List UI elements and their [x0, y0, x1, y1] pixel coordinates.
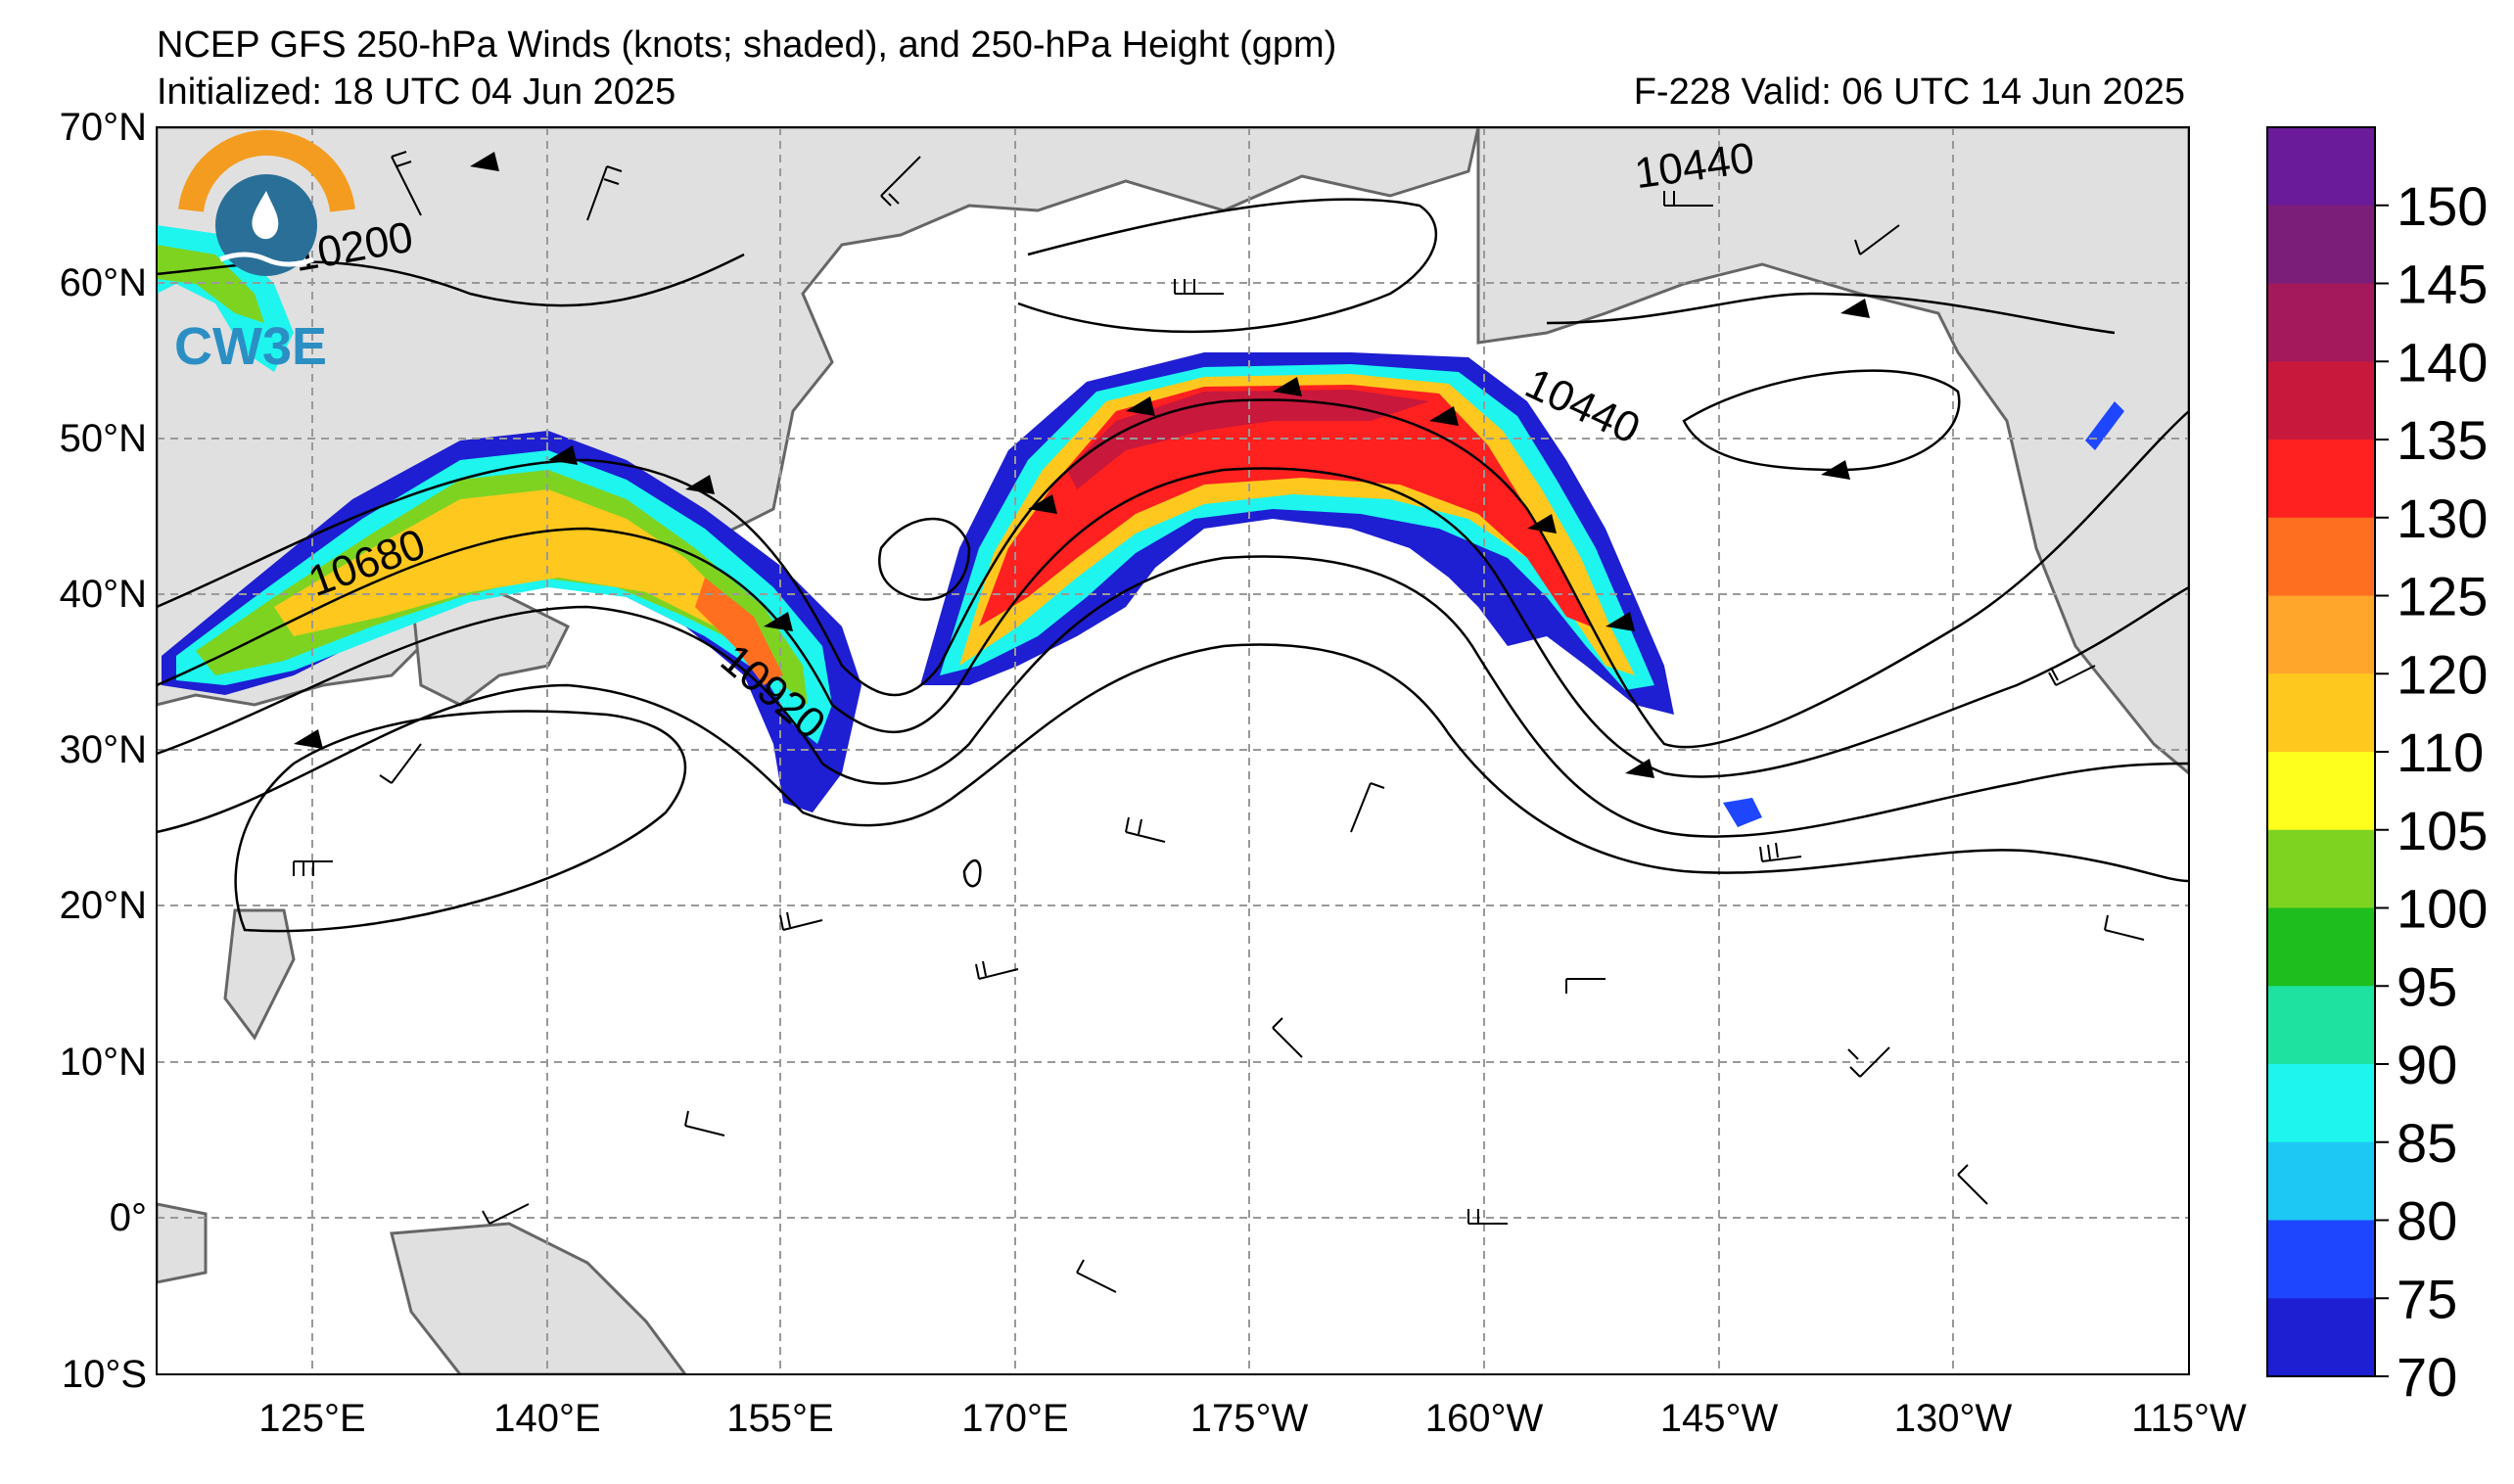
colorbar-tick-label: 130: [2397, 487, 2488, 549]
lon-label: 155°E: [726, 1397, 833, 1440]
lon-label: 145°W: [1660, 1397, 1779, 1440]
jet-west-inner: [196, 470, 808, 705]
lon-label: 175°W: [1190, 1397, 1309, 1440]
lon-label: 160°W: [1425, 1397, 1544, 1440]
lat-label: 0°: [110, 1196, 147, 1239]
colorbar-tick-label: 75: [2397, 1268, 2457, 1329]
colorbar-segment: [2267, 752, 2375, 831]
logo-text: CW3E: [174, 317, 327, 376]
wind-flags: [294, 152, 1870, 778]
jet-east-max: [1067, 390, 1429, 489]
colorbar-tick-label: 70: [2397, 1346, 2457, 1408]
colorbar-segment: [2267, 127, 2375, 207]
colorbar-tick-label: 105: [2397, 800, 2488, 861]
colorbar-tick-label: 90: [2397, 1034, 2457, 1095]
valid-time: F-228 Valid: 06 UTC 14 Jun 2025: [1634, 71, 2185, 113]
colorbar-tick-label: 150: [2397, 175, 2488, 237]
colorbar-tick-label: 125: [2397, 566, 2488, 627]
lat-label: 70°N: [60, 106, 147, 149]
map-plot-area: 10200 10440 10680 10920 10440: [157, 127, 2189, 1374]
lon-axis: 125°E 140°E 155°E 170°E 175°W 160°W 145°…: [258, 1397, 2247, 1440]
logo-drop-icon: [252, 191, 279, 240]
map-frame: [156, 126, 2190, 1375]
land-philippines: [223, 908, 296, 1041]
colorbar-segment: [2267, 1141, 2375, 1221]
colorbar-tick-label: 140: [2397, 331, 2488, 393]
colorbar-segment: [2267, 595, 2375, 674]
lat-label: 10°N: [60, 1041, 147, 1084]
colorbar-segment: [2267, 440, 2375, 519]
colorbar-tick-label: 110: [2397, 721, 2484, 783]
colorbar-tick-label: 100: [2397, 878, 2488, 940]
colorbar-segment: [2267, 517, 2375, 596]
wind-shading: [157, 225, 2124, 827]
lon-label: 170°E: [961, 1397, 1068, 1440]
lat-label: 10°S: [62, 1353, 147, 1396]
lon-label: 115°W: [2131, 1397, 2247, 1440]
lon-label: 130°W: [1894, 1397, 2013, 1440]
colorbar-tick-label: 80: [2397, 1190, 2457, 1252]
lon-label: 140°E: [493, 1397, 600, 1440]
colorbar-segment: [2267, 361, 2375, 441]
colorbar-tick-label: 120: [2397, 643, 2488, 705]
lat-axis: 70°N 60°N 50°N 40°N 30°N 20°N 10°N 0° 10…: [60, 106, 147, 1396]
colorbar: 150 145 140 135 130 125 120 110 105 100 95 90 85 80 75…: [2267, 127, 2488, 1408]
map-title: NCEP GFS 250-hPa Winds (knots; shaded), …: [157, 24, 1336, 66]
colorbar-tick-label: 135: [2397, 409, 2488, 471]
jet-nw-fragment-core: [157, 245, 264, 323]
jet-west-mid: [176, 450, 832, 744]
colorbar-frame: [2266, 126, 2376, 1377]
colorbar-tick-label: 85: [2397, 1112, 2457, 1174]
colorbar-tick-label: 145: [2397, 254, 2488, 315]
jet-west-max: [695, 578, 783, 685]
logo-sun-arc: [178, 129, 355, 212]
lat-label: 60°N: [60, 261, 147, 304]
cw3e-logo: CW3E: [174, 129, 355, 376]
init-time: Initialized: 18 UTC 04 Jun 2025: [157, 71, 675, 113]
colorbar-segment: [2267, 205, 2375, 284]
lat-label: 50°N: [60, 417, 147, 460]
lat-label: 40°N: [60, 573, 147, 616]
graticule: [157, 127, 2189, 1374]
colorbar-segment: [2267, 1220, 2375, 1299]
land-new-guinea: [390, 1222, 687, 1374]
colorbar-segment: [2267, 986, 2375, 1065]
colorbar-segment: [2267, 283, 2375, 362]
lon-label: 125°E: [258, 1397, 365, 1440]
lat-label: 20°N: [60, 884, 147, 927]
wind-barbs: [293, 151, 2145, 1293]
colorbar-segment: [2267, 1064, 2375, 1143]
colorbar-segment: [2267, 673, 2375, 753]
colorbar-segment: [2267, 1298, 2375, 1377]
colorbar-tick-label: 95: [2397, 955, 2457, 1017]
land-borneo: [157, 1202, 208, 1284]
colorbar-segment: [2267, 907, 2375, 987]
jet-small-blob: [1723, 798, 1762, 827]
lat-label: 30°N: [60, 728, 147, 771]
colorbar-segment: [2267, 829, 2375, 908]
jet-west-core: [274, 489, 773, 666]
